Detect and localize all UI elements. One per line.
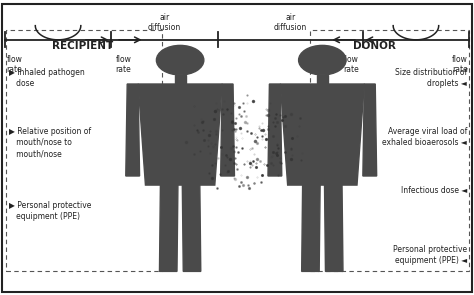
Text: ▶ Personal protective
   equipment (PPE): ▶ Personal protective equipment (PPE): [9, 201, 91, 221]
Text: Average viral load of
exhaled bioaerosoIs ◄: Average viral load of exhaled bioaerosoI…: [382, 127, 467, 147]
Polygon shape: [159, 185, 178, 271]
Polygon shape: [301, 185, 320, 271]
Text: air
diffusion: air diffusion: [273, 13, 307, 32]
Circle shape: [299, 45, 346, 75]
Text: ▶ Relative position of
   mouth/nose to
   mouth/nose: ▶ Relative position of mouth/nose to mou…: [9, 127, 91, 158]
Polygon shape: [221, 84, 235, 176]
Bar: [6, 30, 162, 271]
Text: Infectious dose ◄: Infectious dose ◄: [401, 186, 467, 195]
Text: flow
rate: flow rate: [343, 55, 359, 74]
Text: ▶ Inhaled pathogen
   dose: ▶ Inhaled pathogen dose: [9, 68, 84, 88]
Text: air
diffusion: air diffusion: [148, 13, 182, 32]
Text: flow
rate: flow rate: [452, 55, 468, 74]
Circle shape: [156, 45, 204, 75]
Polygon shape: [268, 84, 282, 176]
Polygon shape: [182, 185, 201, 271]
Text: flow
rate: flow rate: [6, 55, 22, 74]
Polygon shape: [325, 185, 343, 271]
Polygon shape: [126, 84, 139, 176]
Text: RECIPIENT: RECIPIENT: [52, 41, 114, 51]
Bar: [317, 75, 328, 84]
Polygon shape: [280, 84, 365, 185]
Bar: [174, 75, 186, 84]
Text: DONOR: DONOR: [353, 41, 396, 51]
Polygon shape: [138, 84, 222, 185]
Polygon shape: [363, 84, 377, 176]
Text: Personal protective
equipment (PPE) ◄: Personal protective equipment (PPE) ◄: [393, 245, 467, 265]
Text: Size distribution of
droplets ◄: Size distribution of droplets ◄: [395, 68, 467, 88]
Bar: [310, 30, 469, 271]
Text: flow
rate: flow rate: [115, 55, 131, 74]
